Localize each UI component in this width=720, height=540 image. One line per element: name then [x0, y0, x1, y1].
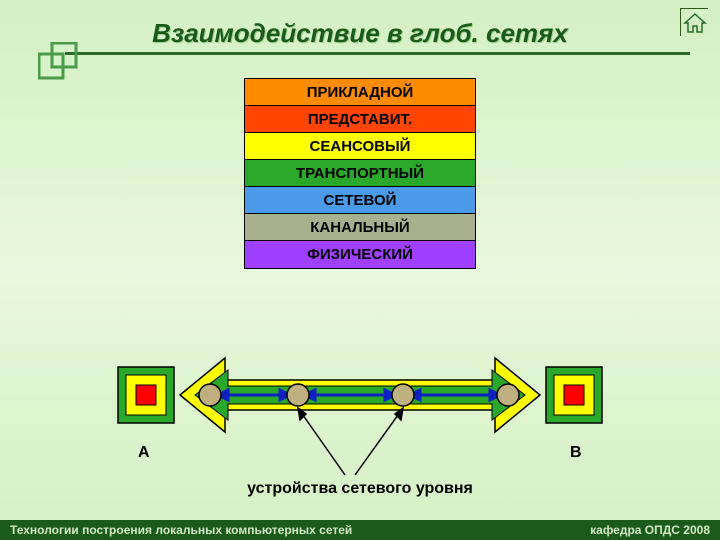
device-node	[199, 384, 221, 406]
endpoint-b-icon	[546, 367, 602, 423]
endpoint-b-label: B	[570, 444, 582, 462]
footer-left: Технологии построения локальных компьюте…	[10, 520, 352, 540]
page-title: Взаимодействие в глоб. сетях	[0, 18, 720, 49]
osi-layers-table: ПРИКЛАДНОЙ ПРЕДСТАВИТ. СЕАНСОВЫЙ ТРАНСПО…	[244, 78, 476, 269]
layer-row: ТРАНСПОРТНЫЙ	[245, 160, 475, 187]
title-underline	[65, 52, 690, 55]
deco-squares-icon	[38, 42, 82, 91]
layer-row: ПРЕДСТАВИТ.	[245, 106, 475, 133]
device-node	[497, 384, 519, 406]
footer-right: кафедра ОПДС 2008	[590, 520, 710, 540]
device-node	[287, 384, 309, 406]
layer-row: ПРИКЛАДНОЙ	[245, 79, 475, 106]
endpoint-a-label: A	[138, 444, 150, 462]
layer-row: ФИЗИЧЕСКИЙ	[245, 241, 475, 268]
footer-bar: Технологии построения локальных компьюте…	[0, 520, 720, 540]
layer-row: СЕАНСОВЫЙ	[245, 133, 475, 160]
endpoint-a-icon	[118, 367, 174, 423]
layer-row: КАНАЛЬНЫЙ	[245, 214, 475, 241]
device-node	[392, 384, 414, 406]
pointer-lines	[298, 408, 403, 475]
layer-row: СЕТЕВОЙ	[245, 187, 475, 214]
devices-caption: устройства сетевого уровня	[0, 480, 720, 498]
network-diagram	[0, 340, 720, 480]
